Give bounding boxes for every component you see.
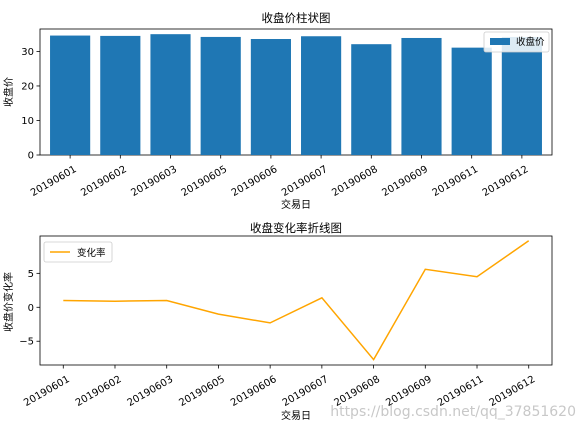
bar bbox=[50, 35, 91, 156]
bar bbox=[150, 34, 191, 155]
watermark: https://blog.csdn.net/qq_37851620 bbox=[330, 404, 576, 420]
series-line bbox=[63, 240, 530, 361]
bar-chart-legend: 收盘价 bbox=[483, 31, 550, 53]
line-chart-ylabel: 收盘价变化率 bbox=[2, 272, 15, 332]
line-chart-xtick-label: 20190605 bbox=[177, 374, 227, 409]
bar-chart-legend-label: 收盘价 bbox=[516, 36, 545, 48]
bar-chart-xlabel: 交易日 bbox=[281, 198, 311, 211]
bar-chart-legend-swatch bbox=[490, 38, 510, 45]
line-chart-ytick-label: 0 bbox=[28, 303, 34, 314]
bar bbox=[200, 36, 241, 155]
bar-chart-xtick-label: 20190603 bbox=[129, 164, 179, 199]
line-chart-xtick-label: 20190602 bbox=[74, 374, 124, 409]
bar-chart-xtick-label: 20190602 bbox=[79, 164, 129, 199]
bar-chart-xtick-label: 20190608 bbox=[330, 164, 380, 199]
bar-chart-xtick-label: 20190612 bbox=[481, 164, 531, 199]
bar-chart-ytick-label: 0 bbox=[28, 151, 34, 162]
line-chart-ytick-label: −5 bbox=[19, 337, 34, 348]
bar-chart-xtick-label: 20190605 bbox=[180, 164, 230, 199]
bar bbox=[501, 36, 542, 155]
line-chart-legend: 变化率 bbox=[43, 241, 113, 263]
bar bbox=[250, 39, 291, 156]
bar-chart-xtick-label: 20190601 bbox=[29, 164, 79, 199]
bar-chart-xtick-label: 20190606 bbox=[230, 164, 280, 199]
line-chart-legend-label: 变化率 bbox=[77, 247, 106, 259]
bar-chart-plot-area bbox=[39, 28, 553, 156]
line-chart-xtick-label: 20190606 bbox=[229, 374, 279, 409]
line-chart-xtick-label: 20190603 bbox=[126, 374, 176, 409]
bar-chart-ytick-label: 10 bbox=[21, 116, 34, 127]
bar-chart: 收盘价柱状图 20190601 20190602 20190603 20190605 2… bbox=[2, 11, 553, 211]
bar-chart-ytick-label: 20 bbox=[21, 81, 34, 92]
line-chart-title: 收盘变化率折线图 bbox=[250, 221, 342, 235]
line-chart-plot-area bbox=[39, 235, 553, 366]
line-chart-xlabel: 交易日 bbox=[281, 409, 311, 422]
line-chart-xtick-label: 20190607 bbox=[281, 374, 331, 409]
line-chart-xtick-label: 20190601 bbox=[22, 374, 72, 409]
line-chart-ytick-label: 5 bbox=[28, 269, 34, 280]
bar-chart-xtick-label: 20190609 bbox=[380, 164, 430, 199]
line-chart: 收盘变化率折线图 20190601 20190602 20190603 2019060… bbox=[2, 221, 553, 422]
bar-chart-ytick-label: 30 bbox=[21, 47, 34, 58]
bar bbox=[351, 44, 392, 155]
bar-chart-legend-box bbox=[483, 31, 550, 53]
bar-chart-ylabel: 收盘价 bbox=[2, 77, 15, 107]
bar bbox=[301, 36, 342, 155]
bar bbox=[100, 35, 141, 155]
line-chart-legend-box bbox=[43, 241, 113, 263]
bar bbox=[451, 47, 492, 155]
bar bbox=[401, 37, 442, 155]
bar-chart-xtick-label: 20190607 bbox=[280, 164, 330, 199]
bar-chart-xtick-label: 20190611 bbox=[431, 164, 481, 199]
bar-chart-title: 收盘价柱状图 bbox=[262, 11, 331, 25]
